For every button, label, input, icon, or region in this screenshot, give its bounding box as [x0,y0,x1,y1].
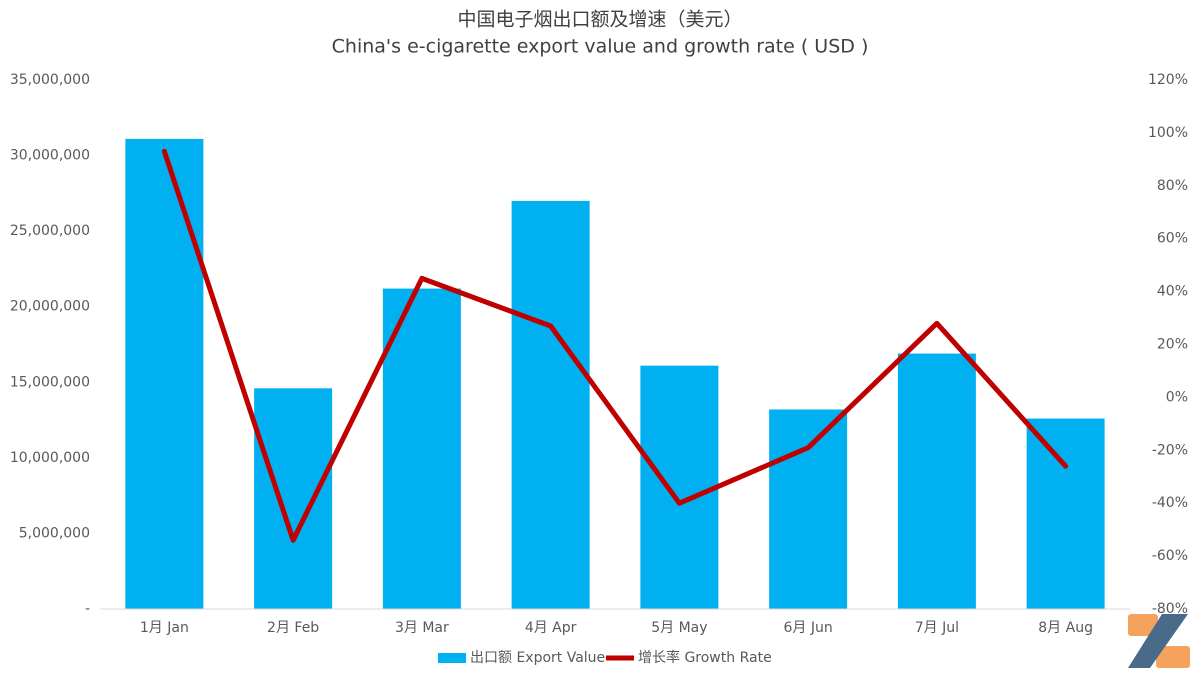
x-tick-label: 1月 Jan [140,620,189,636]
x-tick-label: 6月 Jun [784,620,833,636]
y2-tick-label: -40% [1152,495,1188,511]
bar [1026,418,1105,609]
y2-tick-label: 20% [1157,337,1188,353]
legend-label: 增长率 Growth Rate [638,649,772,666]
y2-tick-label: -60% [1152,548,1188,564]
y2-tick-label: -20% [1152,442,1188,458]
x-tick-label: 2月 Feb [267,620,319,636]
bar [897,353,976,609]
y-tick-label: 10,000,000 [10,450,90,466]
x-tick-label: 7月 Jul [915,620,959,636]
bar [254,388,333,609]
y2-tick-label: 60% [1157,231,1188,247]
legend-label: 出口额 Export Value [470,650,605,666]
x-tick-label: 8月 Aug [1038,620,1093,636]
y-tick-label: 35,000,000 [10,72,90,88]
logo [1128,614,1190,668]
legend-swatch [438,653,466,663]
x-tick-label: 5月 May [651,620,707,636]
y-tick-label: - [85,601,90,617]
y2-tick-label: 80% [1157,178,1188,194]
line [161,148,1069,543]
x-tick-label: 3月 Mar [395,620,449,636]
chart-title: 中国电子烟出口额及增速（美元） [457,9,742,31]
bar [640,365,719,609]
chart-subtitle: China's e-cigarette export value and gro… [332,36,869,58]
x-tick-label: 4月 Apr [525,620,577,636]
y2-tick-label: 40% [1157,284,1188,300]
y-tick-label: 30,000,000 [10,148,90,164]
y2-tick-label: 100% [1148,125,1188,141]
y-tick-label: 25,000,000 [10,223,90,239]
bar [382,288,461,609]
bar [511,200,590,609]
y-tick-label: 15,000,000 [10,374,90,390]
y-tick-label: 20,000,000 [10,299,90,315]
bar [769,409,848,609]
y2-tick-label: 0% [1166,389,1188,405]
y2-tick-label: 120% [1148,72,1188,88]
y2-tick-label: -80% [1152,601,1188,617]
bar [125,138,204,609]
y-tick-label: 5,000,000 [19,525,90,541]
